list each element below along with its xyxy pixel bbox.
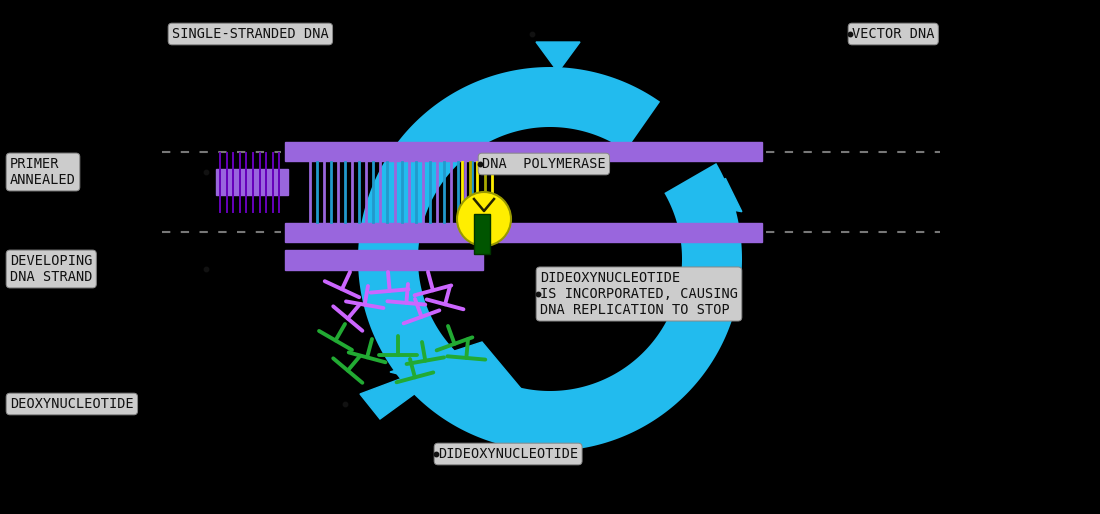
Text: PRIMER
ANNEALED: PRIMER ANNEALED bbox=[10, 157, 76, 187]
Polygon shape bbox=[358, 67, 742, 451]
Text: DIDEOXYNUCLEOTIDE: DIDEOXYNUCLEOTIDE bbox=[438, 447, 579, 461]
Text: VECTOR DNA: VECTOR DNA bbox=[852, 27, 935, 41]
Bar bbox=[216, 169, 288, 195]
Bar bbox=[285, 223, 762, 242]
Polygon shape bbox=[390, 342, 538, 409]
Polygon shape bbox=[698, 178, 741, 212]
Text: DNA  POLYMERASE: DNA POLYMERASE bbox=[482, 157, 606, 171]
Text: SINGLE-STRANDED DNA: SINGLE-STRANDED DNA bbox=[172, 27, 329, 41]
Bar bbox=[285, 142, 762, 161]
Text: DEOXYNUCLEOTIDE: DEOXYNUCLEOTIDE bbox=[10, 397, 134, 411]
Bar bbox=[285, 250, 483, 270]
Bar bbox=[474, 214, 490, 254]
Text: DIDEOXYNUCLEOTIDE
IS INCORPORATED, CAUSING
DNA REPLICATION TO STOP: DIDEOXYNUCLEOTIDE IS INCORPORATED, CAUSI… bbox=[540, 271, 738, 317]
Circle shape bbox=[456, 192, 512, 246]
Polygon shape bbox=[360, 352, 472, 419]
Polygon shape bbox=[536, 42, 580, 72]
Text: DEVELOPING
DNA STRAND: DEVELOPING DNA STRAND bbox=[10, 254, 92, 284]
